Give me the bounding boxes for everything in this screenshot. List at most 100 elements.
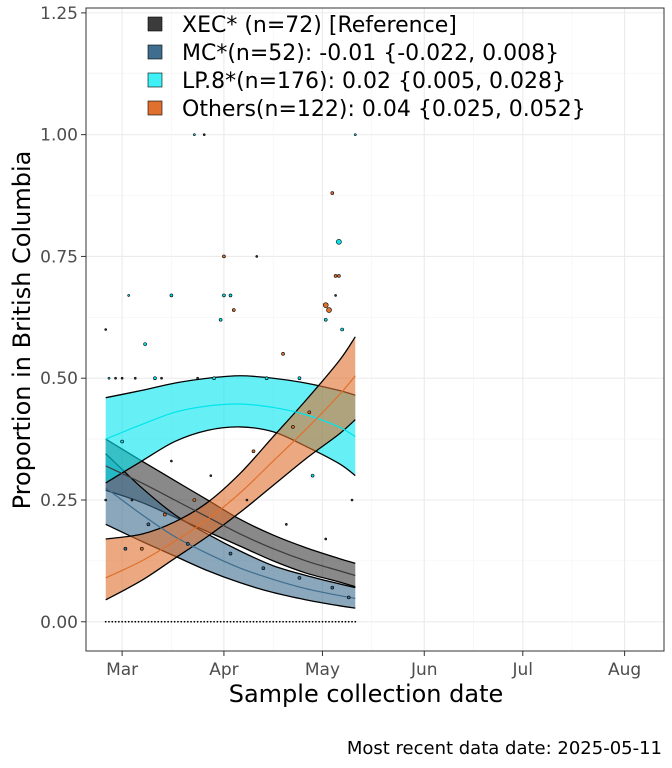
data-point-others [307,410,312,415]
data-point-lp-8 [340,327,344,332]
data-point-zero [321,620,324,623]
data-point-zero [239,620,242,623]
data-point-zero [265,620,268,623]
data-point-zero [249,620,252,623]
band-others [105,336,356,600]
data-point-mc [228,551,233,556]
legend: XEC* (n=72) [Reference] MC*(n=52): -0.01 … [147,13,586,122]
data-point-others [291,425,295,429]
band-upper-xec [105,438,356,564]
data-point-zero [295,620,298,623]
data-point-zero [131,620,133,623]
data-point-xec [285,523,288,526]
data-point-lp-8 [264,376,269,381]
data-point-zero [213,620,215,623]
legend-label-2: MC*(n=52): -0.01 {-0.022, 0.008} [182,41,559,66]
data-point-zero [209,620,212,623]
data-point-zero [305,620,307,623]
data-point-zero [167,620,170,623]
data-point-zero [157,620,160,623]
data-point-zero [291,620,294,623]
data-point-xec [160,376,163,380]
grid-lines [86,8,664,651]
fit-line-mc [105,487,356,599]
legend-key-4 [147,100,163,116]
data-point-others [326,307,332,313]
data-point-lp-8 [218,317,223,322]
data-point-others [222,254,226,259]
y-axis: 0.00 0.25 0.50 0.75 1.00 1.25 [40,4,86,633]
y-tick-label: 1.00 [40,126,78,146]
data-point-zero [186,620,189,623]
data-point-zero [111,620,114,623]
data-points [104,133,357,623]
data-point-others [251,449,256,454]
data-point-zero [147,620,150,623]
x-tick-label: Apr [209,660,238,680]
data-point-zero [226,620,229,623]
data-point-zero [203,620,206,623]
band-upper-others [105,336,356,540]
data-point-zero [272,620,275,623]
data-point-zero [288,620,291,623]
legend-label-1: XEC* (n=72) [Reference] [182,13,457,38]
data-point-zero [104,620,107,623]
data-point-lp-8 [323,317,328,322]
data-point-lp-8 [297,376,302,381]
data-point-zero [177,620,179,623]
data-point-zero [137,620,140,623]
data-point-zero [347,620,350,623]
data-point-lp-8 [353,133,357,136]
data-point-others [322,302,329,308]
data-point-lp-8 [228,293,233,298]
data-point-lp-8 [153,376,157,381]
x-tick-label: Jun [410,660,438,680]
data-point-zero [170,620,173,623]
data-point-mc [346,595,351,600]
data-point-zero [334,620,337,623]
data-point-lp-8 [107,376,111,380]
band-lower-others [105,419,356,601]
y-tick-label: 1.25 [40,4,78,24]
data-point-lp-8 [127,294,130,297]
data-point-zero [183,620,186,623]
data-point-zero [190,620,192,623]
data-point-zero [328,620,330,623]
data-point-zero [140,620,143,623]
y-axis-title: Proportion in British Columbia [8,151,36,510]
data-point-zero [301,620,304,623]
data-point-zero [134,620,137,623]
data-point-zero [163,620,166,623]
data-point-zero [229,620,232,623]
data-point-xec [104,328,108,331]
data-point-zero [219,620,222,623]
band-lower-lp-8 [105,426,356,484]
data-point-zero [318,620,321,623]
data-point-xec [130,498,134,502]
data-point-others [140,546,144,551]
data-point-zero [311,620,314,623]
data-point-xec [350,498,354,502]
data-point-zero [344,620,347,623]
data-point-zero [196,620,199,623]
data-point-xec [324,537,328,541]
data-point-others [281,352,285,356]
data-point-zero [331,620,334,623]
data-point-zero [259,620,261,623]
data-point-zero [154,620,156,623]
data-point-xec [114,376,117,380]
data-point-zero [216,620,219,623]
data-point-xec [104,498,108,502]
data-point-xec [245,498,249,502]
data-point-zero [160,620,163,623]
data-point-zero [173,620,176,623]
data-point-zero [246,620,248,623]
data-point-zero [262,620,265,623]
data-point-zero [337,620,340,623]
data-point-zero [232,620,235,623]
data-point-xec [133,376,137,380]
data-point-mc [261,566,266,570]
data-point-zero [298,620,301,623]
data-point-xec [170,459,173,463]
data-point-zero [121,620,124,623]
